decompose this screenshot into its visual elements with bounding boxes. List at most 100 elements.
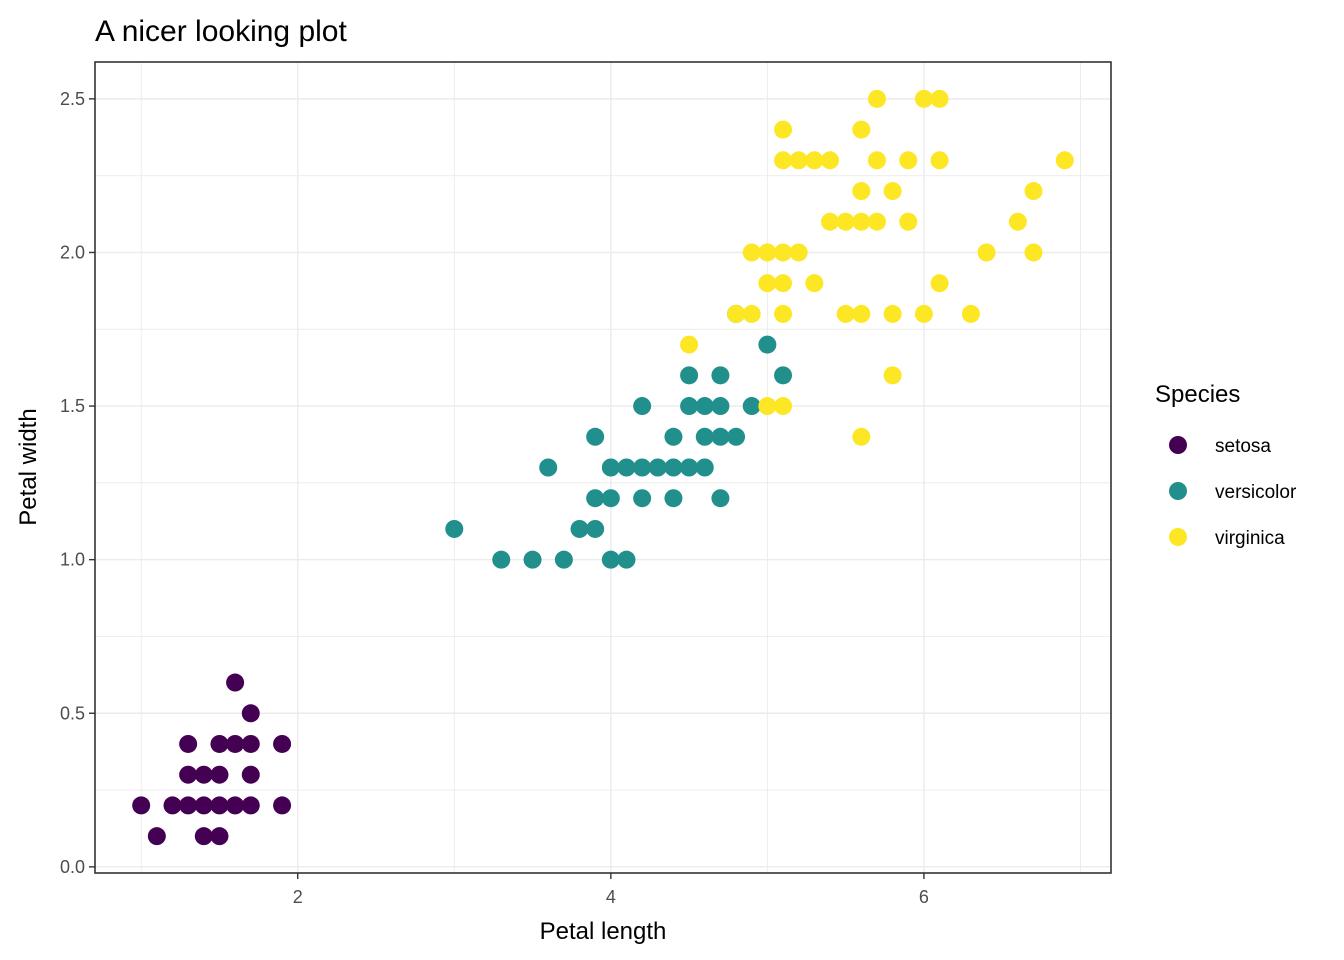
- data-point-virginica: [1055, 151, 1074, 170]
- data-point-virginica: [930, 274, 949, 293]
- data-point-setosa: [194, 765, 213, 784]
- y-axis-title: Petal width: [15, 408, 42, 525]
- data-point-versicolor: [664, 427, 683, 446]
- data-point-virginica: [805, 151, 824, 170]
- data-point-versicolor: [664, 489, 683, 508]
- data-point-virginica: [820, 151, 839, 170]
- data-point-virginica: [1008, 212, 1027, 231]
- legend-label-setosa: setosa: [1215, 436, 1271, 457]
- plot-panel: [94, 61, 1112, 874]
- data-point-versicolor: [539, 458, 558, 477]
- data-point-setosa: [241, 734, 260, 753]
- data-point-virginica: [774, 120, 793, 139]
- legend-key-versicolor: [1169, 482, 1187, 500]
- data-point-versicolor: [711, 366, 730, 385]
- data-point-versicolor: [727, 427, 746, 446]
- data-points: [132, 89, 1074, 846]
- legend: Species setosa versicolor virginica: [1155, 381, 1297, 549]
- data-point-virginica: [774, 151, 793, 170]
- chart-title: A nicer looking plot: [95, 15, 347, 48]
- y-tick-label: 2.0: [60, 242, 85, 262]
- data-point-setosa: [241, 796, 260, 815]
- data-point-setosa: [241, 765, 260, 784]
- data-point-setosa: [132, 796, 151, 815]
- data-point-virginica: [758, 397, 777, 416]
- data-point-versicolor: [617, 458, 636, 477]
- data-point-setosa: [179, 734, 198, 753]
- data-point-versicolor: [680, 397, 699, 416]
- data-point-setosa: [179, 765, 198, 784]
- data-point-virginica: [789, 151, 808, 170]
- data-point-virginica: [867, 89, 886, 108]
- legend-title: Species: [1155, 381, 1240, 408]
- data-point-versicolor: [711, 489, 730, 508]
- data-point-setosa: [210, 796, 229, 815]
- data-point-setosa: [210, 765, 229, 784]
- data-point-versicolor: [633, 458, 652, 477]
- data-point-versicolor: [586, 489, 605, 508]
- data-point-versicolor: [664, 458, 683, 477]
- data-point-versicolor: [586, 427, 605, 446]
- data-point-virginica: [852, 304, 871, 323]
- data-point-virginica: [789, 243, 808, 262]
- x-axis-title: Petal length: [540, 918, 667, 945]
- data-point-setosa: [226, 734, 245, 753]
- y-tick-label: 0.5: [60, 703, 85, 723]
- data-point-virginica: [867, 212, 886, 231]
- data-point-setosa: [194, 796, 213, 815]
- data-point-virginica: [852, 182, 871, 201]
- data-point-versicolor: [492, 550, 511, 569]
- x-tick-label: 6: [919, 887, 929, 907]
- legend-label-virginica: virginica: [1215, 528, 1285, 549]
- data-point-virginica: [774, 274, 793, 293]
- data-point-versicolor: [695, 427, 714, 446]
- data-point-versicolor: [695, 397, 714, 416]
- data-point-virginica: [680, 335, 699, 354]
- data-point-setosa: [273, 734, 292, 753]
- data-point-versicolor: [774, 366, 793, 385]
- data-point-virginica: [883, 366, 902, 385]
- data-point-virginica: [742, 304, 761, 323]
- x-tick-label: 4: [606, 887, 616, 907]
- data-point-versicolor: [648, 458, 667, 477]
- data-point-setosa: [273, 796, 292, 815]
- data-point-virginica: [727, 304, 746, 323]
- axis-ticks: 2 4 6 0.0 0.5 1.0 1.5 2.0 2.5: [60, 89, 929, 907]
- data-point-virginica: [883, 304, 902, 323]
- data-point-versicolor: [523, 550, 542, 569]
- data-point-virginica: [852, 120, 871, 139]
- data-point-versicolor: [680, 366, 699, 385]
- data-point-setosa: [226, 796, 245, 815]
- data-point-virginica: [930, 89, 949, 108]
- data-point-versicolor: [570, 519, 589, 538]
- legend-key-virginica: [1169, 528, 1187, 546]
- data-point-virginica: [867, 151, 886, 170]
- y-tick-label: 1.5: [60, 396, 85, 416]
- data-point-virginica: [961, 304, 980, 323]
- data-point-setosa: [179, 796, 198, 815]
- data-point-versicolor: [601, 489, 620, 508]
- data-point-virginica: [899, 212, 918, 231]
- data-point-versicolor: [601, 550, 620, 569]
- data-point-virginica: [758, 274, 777, 293]
- data-point-versicolor: [711, 427, 730, 446]
- grid: [95, 62, 1111, 873]
- data-point-versicolor: [680, 458, 699, 477]
- data-point-versicolor: [633, 397, 652, 416]
- data-point-versicolor: [758, 335, 777, 354]
- data-point-virginica: [899, 151, 918, 170]
- y-tick-label: 0.0: [60, 857, 85, 877]
- data-point-versicolor: [554, 550, 573, 569]
- data-point-virginica: [1024, 243, 1043, 262]
- data-point-versicolor: [586, 519, 605, 538]
- data-point-virginica: [820, 212, 839, 231]
- data-point-virginica: [977, 243, 996, 262]
- data-point-versicolor: [695, 458, 714, 477]
- data-point-virginica: [836, 212, 855, 231]
- data-point-virginica: [914, 304, 933, 323]
- data-point-versicolor: [711, 397, 730, 416]
- data-point-versicolor: [742, 397, 761, 416]
- data-point-setosa: [226, 673, 245, 692]
- data-point-virginica: [742, 243, 761, 262]
